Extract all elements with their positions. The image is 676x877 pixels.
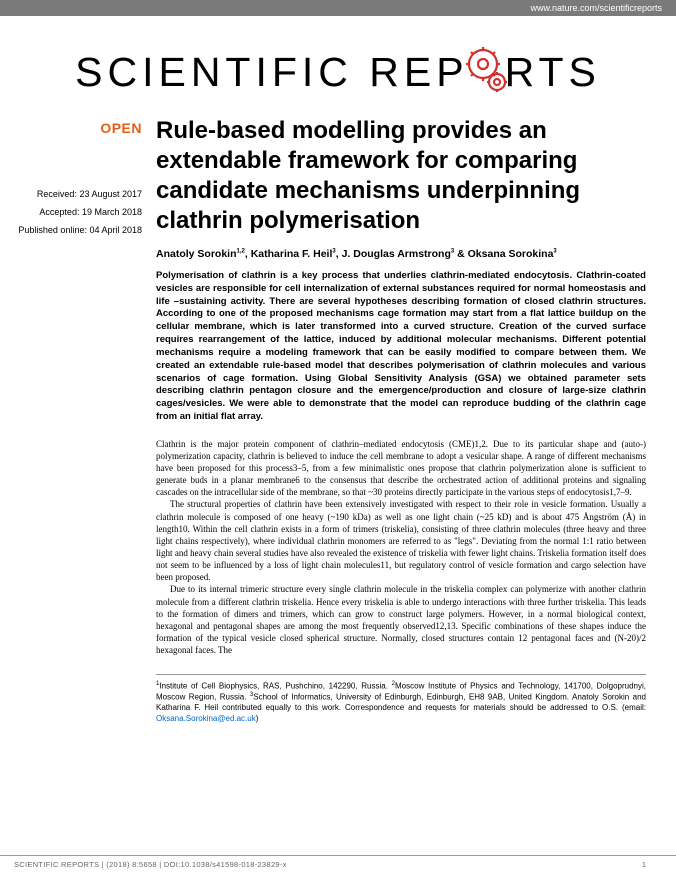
journal-logo: SCIENTIFIC REP RTS (0, 16, 676, 116)
article-title: Rule-based modelling provides an extenda… (156, 116, 646, 236)
journal-name-part2: RTS (505, 49, 601, 95)
journal-name-part1: SCIENTIFIC REP (75, 49, 468, 95)
main-column: Rule-based modelling provides an extenda… (156, 116, 646, 724)
body-text: Clathrin is the major protein component … (156, 438, 646, 657)
date-received: Received: 23 August 2017 (14, 186, 142, 202)
body-paragraph-2: The structural properties of clathrin ha… (156, 498, 646, 583)
journal-url-bar: www.nature.com/scientificreports (0, 0, 676, 16)
body-paragraph-1: Clathrin is the major protein component … (156, 438, 646, 499)
page-number: 1 (642, 860, 646, 869)
open-access-badge: OPEN (14, 120, 142, 136)
affiliations: 1Institute of Cell Biophysics, RAS, Push… (156, 674, 646, 724)
date-published: Published online: 04 April 2018 (14, 222, 142, 238)
gear-icon (469, 44, 505, 96)
body-paragraph-3: Due to its internal trimeric structure e… (156, 583, 646, 656)
date-accepted: Accepted: 19 March 2018 (14, 204, 142, 220)
left-sidebar: OPEN Received: 23 August 2017 Accepted: … (14, 116, 142, 724)
page-footer: SCIENTIFIC REPORTS | (2018) 8:5658 | DOI… (0, 855, 676, 877)
content-area: OPEN Received: 23 August 2017 Accepted: … (0, 116, 676, 724)
author-list: Anatoly Sorokin1,2, Katharina F. Heil3, … (156, 248, 646, 260)
journal-url[interactable]: www.nature.com/scientificreports (530, 3, 662, 13)
abstract: Polymerisation of clathrin is a key proc… (156, 270, 646, 424)
corresponding-email[interactable]: Oksana.Sorokina@ed.ac.uk (156, 714, 256, 723)
publication-dates: Received: 23 August 2017 Accepted: 19 Ma… (14, 186, 142, 239)
footer-citation: SCIENTIFIC REPORTS | (2018) 8:5658 | DOI… (14, 860, 287, 869)
